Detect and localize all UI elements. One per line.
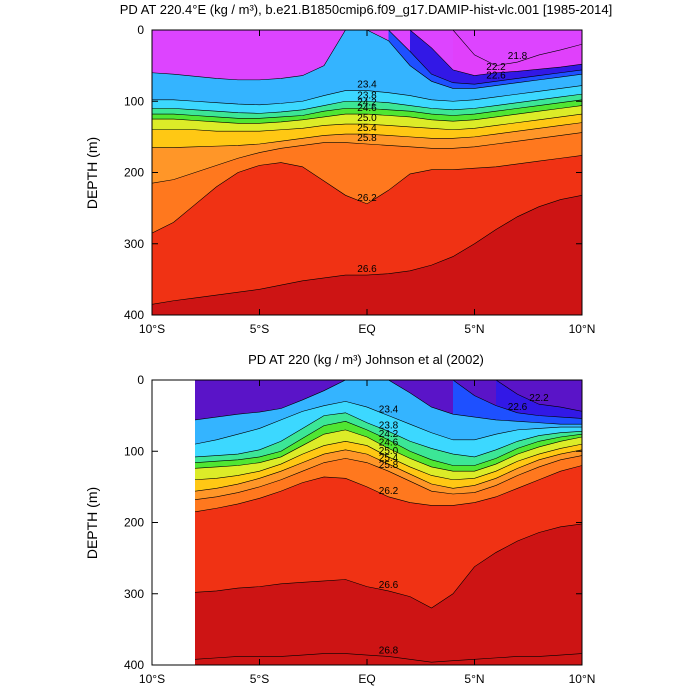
contour-label: 26.6	[379, 580, 399, 591]
contour-line-25	[152, 113, 582, 132]
contour-label: 25.0	[357, 113, 377, 124]
contour-label: 22.2	[529, 393, 549, 404]
contour-label: 25.4	[379, 453, 399, 464]
panel-model-ylabel: DEPTH (m)	[84, 137, 100, 209]
contour-label: 23.0	[357, 19, 377, 30]
contour-label: 25.8	[379, 460, 399, 471]
y-tick-label: 300	[124, 237, 144, 251]
contour-line-23	[152, 30, 582, 89]
contour-line-26.2	[152, 155, 582, 234]
contour-label: 23.8	[357, 90, 377, 101]
x-tick-label: 10°N	[569, 322, 596, 336]
contour-label: 26.8	[379, 645, 399, 656]
panel-observed: PD AT 220 (kg / m³) Johnson et al (2002)…	[84, 352, 595, 686]
contour-line-24.2	[152, 99, 582, 119]
contour-label: 22.2	[486, 62, 506, 73]
contour-label: 23.4	[357, 80, 377, 91]
contour-label: 26.6	[357, 264, 377, 275]
contour-line-25.8	[152, 132, 582, 184]
y-tick-label: 100	[124, 94, 144, 108]
contour-label: 25.4	[357, 123, 377, 134]
contour-label: 26.2	[379, 486, 399, 497]
contour-label: 22.6	[486, 70, 506, 81]
contour-label: 26.2	[357, 193, 377, 204]
x-tick-label: EQ	[358, 322, 375, 336]
contour-line-22.2	[495, 380, 582, 412]
contour-line-23	[195, 380, 582, 425]
contour-label: 24.2	[379, 429, 399, 440]
contour-line-26.8	[195, 653, 582, 663]
contour-band-26.8	[195, 653, 582, 665]
contour-label: 21.8	[508, 51, 528, 62]
contour-field: 22.222.6 23.0 23.4 23.824.224.625.025.425.8…	[195, 369, 582, 665]
contour-line-26.2	[195, 465, 582, 513]
contour-line-23.8	[152, 93, 582, 114]
contour-line-22.6	[452, 380, 582, 419]
contour-label: 23.8	[379, 420, 399, 431]
x-tick-label: 10°S	[139, 672, 165, 686]
contour-line-25.8	[195, 455, 582, 500]
contour-line-23.4	[152, 85, 582, 106]
contour-field: 21.822.222.6 23.0 23.423.824.224.625.025.4…	[152, 19, 582, 315]
y-tick-label: 400	[124, 658, 144, 672]
contour-line-26.6	[152, 195, 582, 305]
contour-label: 25.8	[357, 133, 377, 144]
contour-line-23.8	[195, 412, 582, 458]
y-tick-label: 200	[124, 516, 144, 530]
panel-observed-title: PD AT 220 (kg / m³) Johnson et al (2002)	[248, 352, 484, 367]
x-tick-label: 5°S	[250, 322, 269, 336]
panel-model-title: PD AT 220.4°E (kg / m³), b.e21.B1850cmip…	[120, 2, 612, 17]
y-tick-label: 0	[137, 373, 144, 387]
y-tick-label: 0	[137, 23, 144, 37]
contour-label: 24.6	[357, 103, 377, 114]
contour-label: 23.4	[379, 405, 399, 416]
contour-line-24.2	[195, 421, 582, 466]
contour-line-24.6	[195, 429, 582, 472]
contour-line-24.6	[152, 105, 582, 124]
contour-label: 23.0	[379, 369, 399, 380]
contour-label: 24.6	[379, 437, 399, 448]
contour-line-22.2	[409, 30, 582, 76]
contour-line-26.6	[195, 523, 582, 609]
x-tick-label: 10°N	[569, 672, 596, 686]
contour-label: 22.6	[508, 402, 528, 413]
y-tick-label: 400	[124, 308, 144, 322]
y-tick-label: 100	[124, 444, 144, 458]
contour-band-26.6	[152, 195, 582, 315]
y-tick-label: 300	[124, 587, 144, 601]
contour-label: 24.2	[357, 97, 377, 108]
contour-line-22.6	[388, 30, 582, 85]
x-tick-label: EQ	[358, 672, 375, 686]
contour-band-26.6	[195, 523, 582, 665]
x-tick-label: 5°N	[464, 322, 484, 336]
contour-line-23.4	[195, 401, 582, 445]
contour-line-21.8	[452, 30, 582, 66]
contour-line-25.4	[195, 449, 582, 492]
x-tick-label: 5°N	[464, 672, 484, 686]
panel-observed-ylabel: DEPTH (m)	[84, 487, 100, 559]
panel-model: PD AT 220.4°E (kg / m³), b.e21.B1850cmip…	[84, 2, 612, 336]
contour-line-25.4	[152, 122, 582, 148]
contour-label: 25.0	[379, 446, 399, 457]
contour-line-25	[195, 440, 582, 481]
x-tick-label: 5°S	[250, 672, 269, 686]
y-tick-label: 200	[124, 166, 144, 180]
x-tick-label: 10°S	[139, 322, 165, 336]
